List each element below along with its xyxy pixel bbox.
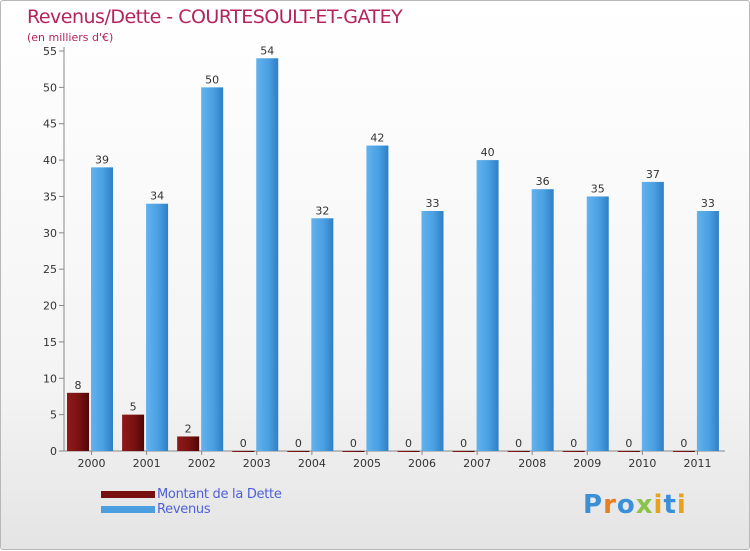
y-tick-label: 55 bbox=[43, 45, 57, 58]
data-label-dette: 0 bbox=[295, 437, 302, 450]
y-tick-label: 40 bbox=[43, 154, 57, 167]
bar-dette bbox=[562, 451, 585, 452]
bar-dette bbox=[672, 451, 695, 452]
bar-dette bbox=[122, 414, 145, 451]
data-label-revenus: 39 bbox=[95, 153, 109, 166]
bar-revenus bbox=[531, 189, 554, 451]
legend-swatch-dette bbox=[101, 491, 155, 498]
bar-dette bbox=[507, 451, 530, 452]
x-tick-label: 2003 bbox=[243, 457, 271, 470]
bar-dette bbox=[617, 451, 640, 452]
bar-revenus bbox=[696, 211, 719, 451]
data-label-revenus: 32 bbox=[315, 204, 329, 217]
data-label-revenus: 36 bbox=[536, 175, 550, 188]
data-label-revenus: 50 bbox=[205, 73, 219, 86]
x-tick-label: 2010 bbox=[628, 457, 656, 470]
x-tick-label: 2006 bbox=[408, 457, 436, 470]
x-tick-label: 2007 bbox=[463, 457, 491, 470]
data-label-dette: 0 bbox=[680, 437, 687, 450]
bar-dette bbox=[342, 451, 365, 452]
legend-item-dette[interactable]: Montant de la Dette bbox=[101, 487, 282, 502]
x-tick-label: 2009 bbox=[573, 457, 601, 470]
logo-letter: t bbox=[663, 490, 677, 520]
y-tick-label: 0 bbox=[50, 445, 57, 458]
y-tick-label: 5 bbox=[50, 409, 57, 422]
bar-revenus bbox=[366, 145, 389, 451]
bar-dette bbox=[287, 451, 310, 452]
bar-revenus bbox=[476, 160, 499, 451]
data-label-dette: 8 bbox=[75, 379, 82, 392]
data-label-revenus: 34 bbox=[150, 190, 164, 203]
logo-letter: r bbox=[603, 490, 617, 520]
logo-letter: o bbox=[616, 490, 636, 520]
data-label-revenus: 42 bbox=[370, 132, 384, 145]
bar-dette bbox=[67, 392, 89, 451]
data-label-dette: 2 bbox=[185, 422, 192, 435]
y-tick-label: 30 bbox=[43, 227, 57, 240]
legend-label-dette: Montant de la Dette bbox=[157, 487, 282, 502]
bar-dette bbox=[397, 451, 420, 452]
data-label-revenus: 33 bbox=[426, 197, 440, 210]
data-label-dette: 0 bbox=[515, 437, 522, 450]
chart-subtitle: (en milliers d'€) bbox=[27, 31, 114, 44]
legend: Montant de la Dette Revenus bbox=[101, 487, 282, 517]
bar-dette bbox=[177, 436, 200, 451]
bar-revenus bbox=[641, 181, 664, 451]
x-tick-label: 2001 bbox=[133, 457, 161, 470]
bar-revenus bbox=[256, 58, 279, 451]
data-label-dette: 0 bbox=[570, 437, 577, 450]
chart-title: Revenus/Dette - COURTESOULT-ET-GATEY bbox=[27, 6, 403, 28]
bar-revenus bbox=[201, 87, 224, 451]
y-tick-label: 20 bbox=[43, 300, 57, 313]
data-label-dette: 0 bbox=[405, 437, 412, 450]
x-tick-label: 2011 bbox=[683, 457, 711, 470]
logo-letter: x bbox=[635, 490, 654, 520]
data-label-revenus: 37 bbox=[646, 168, 660, 181]
bar-revenus bbox=[91, 167, 113, 451]
bar-revenus bbox=[311, 218, 334, 451]
y-tick-label: 25 bbox=[43, 263, 57, 276]
legend-swatch-revenus bbox=[101, 506, 155, 513]
data-label-revenus: 40 bbox=[481, 146, 495, 159]
y-tick-label: 15 bbox=[43, 336, 57, 349]
data-label-revenus: 54 bbox=[260, 44, 274, 57]
logo-letter: P bbox=[583, 490, 604, 520]
data-label-dette: 0 bbox=[350, 437, 357, 450]
y-tick-label: 50 bbox=[43, 81, 57, 94]
x-tick-label: 2008 bbox=[518, 457, 546, 470]
logo-letter: i bbox=[653, 490, 664, 520]
legend-item-revenus[interactable]: Revenus bbox=[101, 502, 282, 517]
proxiti-logo[interactable]: Proxiti bbox=[583, 490, 687, 520]
x-tick-label: 2002 bbox=[188, 457, 216, 470]
y-tick-label: 45 bbox=[43, 118, 57, 131]
bar-revenus bbox=[421, 211, 444, 451]
y-tick-label: 10 bbox=[43, 372, 57, 385]
data-label-revenus: 35 bbox=[591, 182, 605, 195]
data-label-dette: 5 bbox=[130, 401, 137, 414]
data-label-dette: 0 bbox=[240, 437, 247, 450]
legend-label-revenus: Revenus bbox=[157, 502, 211, 517]
data-label-revenus: 33 bbox=[701, 197, 715, 210]
bar-revenus bbox=[146, 203, 169, 451]
x-tick-label: 2000 bbox=[78, 457, 106, 470]
y-tick-label: 35 bbox=[43, 190, 57, 203]
bar-dette bbox=[232, 451, 255, 452]
bar-dette bbox=[452, 451, 475, 452]
data-label-dette: 0 bbox=[460, 437, 467, 450]
bar-revenus bbox=[586, 196, 609, 451]
data-label-dette: 0 bbox=[625, 437, 632, 450]
x-tick-label: 2004 bbox=[298, 457, 326, 470]
logo-letter: i bbox=[676, 490, 687, 520]
x-tick-label: 2005 bbox=[353, 457, 381, 470]
